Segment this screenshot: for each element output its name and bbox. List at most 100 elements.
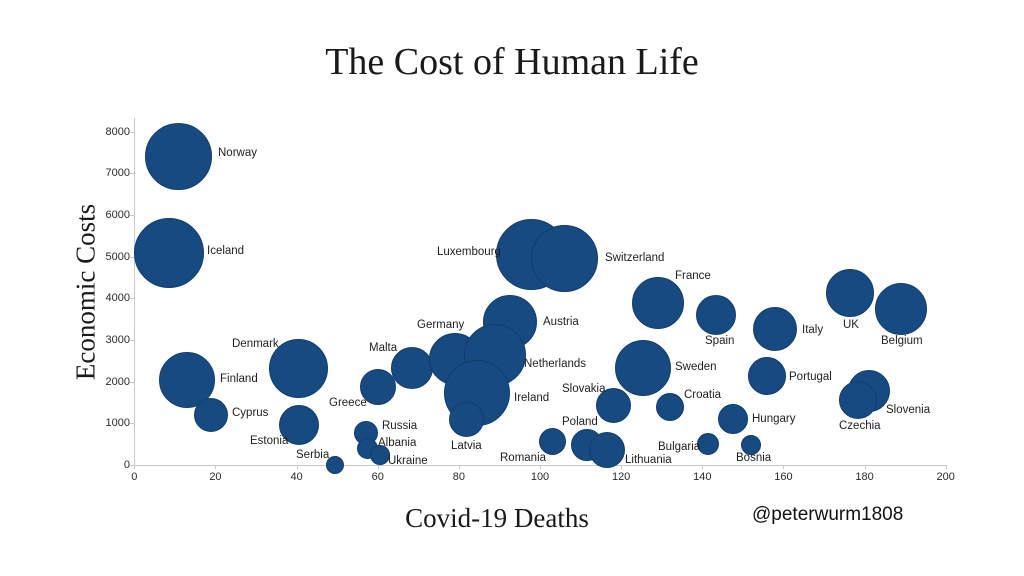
y-axis-tick-label: 0 [123,459,130,471]
bubble-spain [696,294,737,335]
label-iceland: Iceland [207,245,245,257]
label-uk: UK [843,319,859,331]
x-axis-tick-label: 140 [693,471,712,483]
bubble-poland [538,428,566,456]
x-axis-tick-label: 100 [530,471,550,483]
x-axis-tick [621,465,623,469]
x-axis-tick-label: 180 [855,471,874,483]
label-poland: Poland [562,416,598,428]
bubble-switzerland [530,224,598,292]
x-axis-tick [458,465,460,469]
label-albania: Albania [378,437,417,449]
bubble-sweden [615,339,672,396]
label-italy: Italy [802,324,824,336]
label-norway: Norway [218,147,257,159]
y-axis-tick-label: 6000 [105,209,130,222]
x-axis-tick [134,465,136,469]
label-romania: Romania [500,452,547,464]
label-luxembourg: Luxembourg [437,246,501,258]
x-axis-tick [783,465,785,469]
label-bosnia: Bosnia [736,452,772,464]
x-axis-tick [540,465,541,469]
bubble-iceland [133,217,204,288]
label-estonia: Estonia [250,435,289,447]
label-slovenia: Slovenia [886,404,931,416]
attribution: @peterwurm1808 [752,504,904,525]
bubble-croatia [655,393,684,422]
y-axis-line [134,118,135,466]
x-axis-tick-label: 80 [452,471,465,483]
bubble-bulgaria [697,432,720,455]
y-axis-tick [130,465,134,466]
y-axis-tick-label: 2000 [105,375,130,388]
label-ukraine: Ukraine [388,455,428,467]
y-axis-tick [130,298,134,300]
label-portugal: Portugal [789,371,832,383]
bubble-norway [145,123,213,191]
bubble-greece [359,369,396,406]
label-netherlands: Netherlands [524,358,587,370]
label-serbia: Serbia [296,449,330,461]
label-belgium: Belgium [881,335,923,347]
label-bulgaria: Bulgaria [658,441,701,453]
bubble-slovakia [595,387,631,423]
label-ireland: Ireland [514,392,550,404]
bubble-uk [826,269,875,318]
x-axis-tick [215,465,217,469]
x-axis-tick [377,465,379,469]
y-axis-tick [130,256,134,258]
y-axis-tick-label: 1000 [105,417,130,430]
bubble-serbia [326,456,345,474]
x-axis-tick-label: 120 [611,471,631,483]
x-axis-tick-label: 160 [774,471,793,483]
label-latvia: Latvia [451,440,482,452]
bubble-estonia [278,405,319,445]
bubble-cyprus [194,397,229,432]
label-greece: Greece [329,397,367,409]
label-denmark: Denmark [232,338,279,350]
y-axis-tick-label: 4000 [105,292,130,305]
label-russia: Russia [382,420,418,432]
label-cyprus: Cyprus [232,407,269,419]
y-axis-tick-label: 3000 [105,334,130,346]
chart-title: The Cost of Human Life [325,41,699,83]
x-axis-tick-label: 60 [371,471,384,483]
bubble-latvia [449,401,485,437]
x-axis-tick-label: 40 [290,471,303,483]
label-germany: Germany [417,319,465,331]
label-lithuania: Lithuania [625,454,672,466]
label-spain: Spain [705,335,735,347]
bubble-italy [753,307,798,352]
bubble-czechia [839,381,878,419]
bubble-hungary [717,404,748,435]
y-axis-tick [130,131,134,133]
label-finland: Finland [220,373,258,385]
x-axis-tick-label: 0 [131,471,138,483]
label-croatia: Croatia [684,389,722,401]
bubble-ukraine [369,445,390,466]
bubble-bosnia [740,435,761,455]
y-axis-tick-label: 5000 [105,250,130,263]
y-axis-tick [130,423,134,425]
bubble-denmark [269,339,329,399]
y-axis-tick-label: 8000 [105,125,130,138]
x-axis-tick [945,465,947,469]
label-austria: Austria [543,316,579,328]
bubble-portugal [748,356,787,395]
bubble-belgium [875,283,928,336]
label-hungary: Hungary [752,413,796,425]
y-axis-tick [130,381,134,383]
x-axis-tick [864,465,866,469]
x-axis-tick-label: 200 [936,471,955,483]
label-slovakia: Slovakia [562,383,606,395]
label-switzerland: Switzerland [605,252,665,264]
y-axis-tick [130,340,134,341]
x-axis-tick-label: 20 [209,471,222,483]
bubble-malta [391,347,434,390]
x-axis-tick [296,465,298,469]
label-sweden: Sweden [675,361,717,373]
x-axis-title: Covid-19 Deaths [405,503,589,533]
label-malta: Malta [369,342,398,354]
label-czechia: Czechia [839,420,881,432]
